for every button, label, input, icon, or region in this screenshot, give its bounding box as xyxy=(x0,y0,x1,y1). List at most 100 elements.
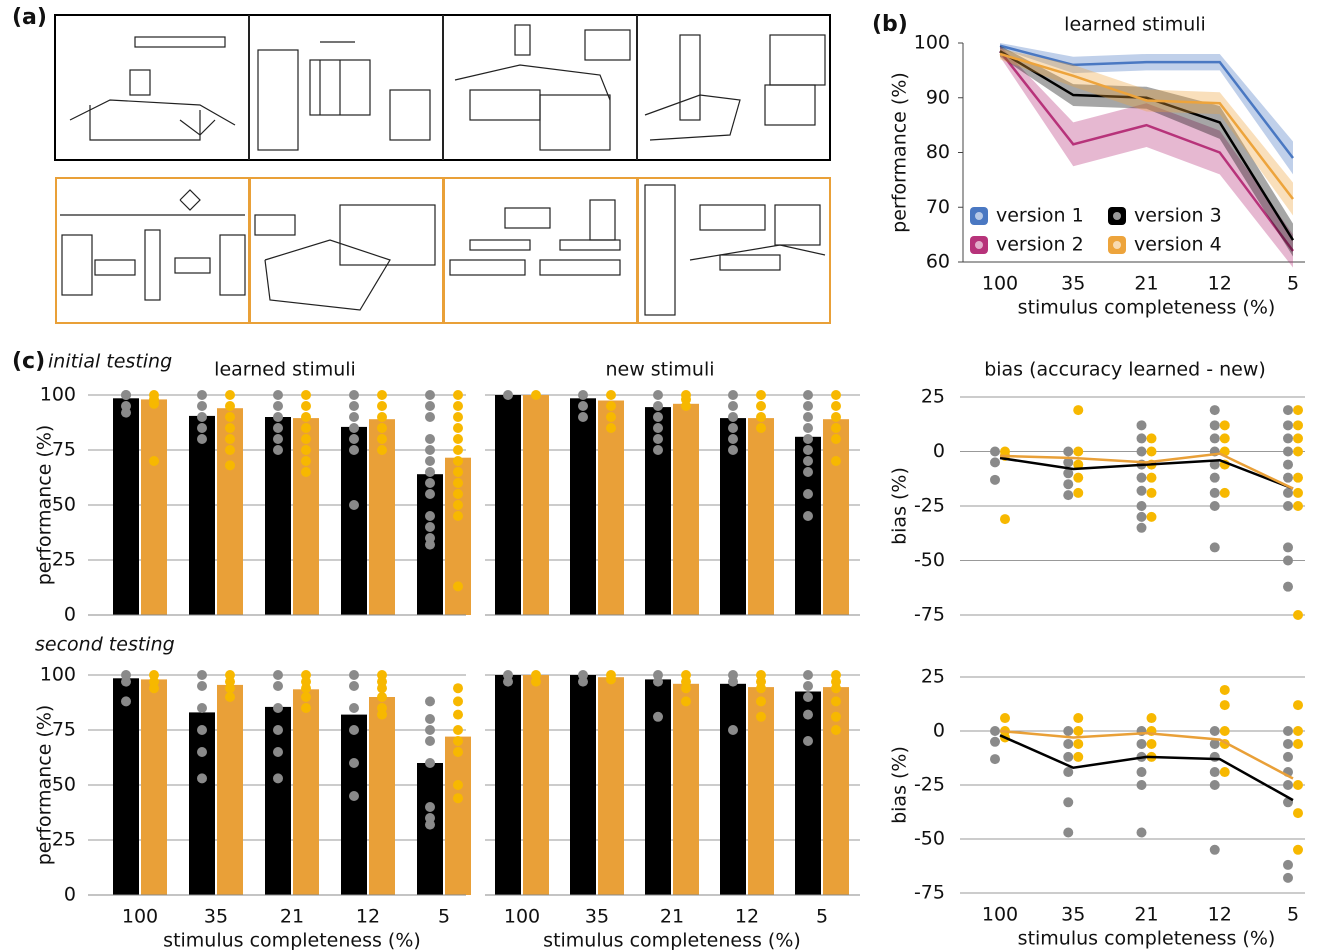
data-point xyxy=(803,489,813,499)
data-point xyxy=(377,710,387,720)
x-tick-label: 35 xyxy=(204,906,228,928)
data-point xyxy=(831,696,841,706)
data-point xyxy=(349,758,359,768)
data-point xyxy=(1283,860,1293,870)
data-point xyxy=(377,423,387,433)
data-point xyxy=(453,511,463,521)
data-point xyxy=(803,710,813,720)
data-point xyxy=(1137,828,1147,838)
y-tick-label: 80 xyxy=(926,141,950,163)
data-point xyxy=(301,434,311,444)
data-point xyxy=(301,390,311,400)
data-point xyxy=(1073,488,1083,498)
x-tick-label: 100 xyxy=(982,273,1018,295)
data-point xyxy=(273,703,283,713)
data-point xyxy=(1210,767,1220,777)
y-tick-label: 25 xyxy=(921,666,945,688)
data-point xyxy=(377,412,387,422)
data-point xyxy=(1137,473,1147,483)
data-point xyxy=(1293,433,1303,443)
bar xyxy=(645,679,671,895)
data-point xyxy=(425,758,435,768)
data-point xyxy=(425,820,435,830)
data-point xyxy=(425,434,435,444)
y-tick-label: -25 xyxy=(914,495,945,517)
data-point xyxy=(197,390,207,400)
data-point xyxy=(653,445,663,455)
data-point xyxy=(990,457,1000,467)
data-point xyxy=(756,423,766,433)
data-point xyxy=(653,390,663,400)
data-point xyxy=(756,412,766,422)
data-point xyxy=(756,696,766,706)
data-point xyxy=(453,725,463,735)
data-point xyxy=(301,456,311,466)
data-point xyxy=(653,434,663,444)
data-point xyxy=(803,456,813,466)
data-point xyxy=(453,434,463,444)
data-point xyxy=(803,692,813,702)
data-point xyxy=(1293,473,1303,483)
data-point xyxy=(503,390,513,400)
data-point xyxy=(578,412,588,422)
data-point xyxy=(653,412,663,422)
data-point xyxy=(197,747,207,757)
data-point xyxy=(453,780,463,790)
data-point xyxy=(1063,726,1073,736)
data-point xyxy=(1283,420,1293,430)
data-point xyxy=(1293,610,1303,620)
bar xyxy=(113,398,139,615)
data-point xyxy=(453,401,463,411)
data-point xyxy=(990,754,1000,764)
data-point xyxy=(728,677,738,687)
data-point xyxy=(503,677,513,687)
data-point xyxy=(1220,433,1230,443)
data-point xyxy=(1283,752,1293,762)
data-point xyxy=(425,696,435,706)
data-point xyxy=(1073,405,1083,415)
y-tick-label: 0 xyxy=(933,440,945,462)
data-point xyxy=(578,677,588,687)
data-point xyxy=(349,412,359,422)
data-point xyxy=(1210,780,1220,790)
data-point xyxy=(1073,447,1083,457)
bar xyxy=(495,395,521,615)
data-point xyxy=(1137,433,1147,443)
bar xyxy=(673,404,699,615)
data-point xyxy=(425,478,435,488)
data-point xyxy=(301,703,311,713)
data-point xyxy=(728,423,738,433)
legend-label: version 2 xyxy=(996,234,1084,256)
data-point xyxy=(301,401,311,411)
data-point xyxy=(756,712,766,722)
data-point xyxy=(1147,488,1157,498)
data-point xyxy=(1220,685,1230,695)
bar xyxy=(598,677,624,895)
bar xyxy=(341,427,367,615)
data-point xyxy=(121,408,131,418)
data-point xyxy=(578,390,588,400)
legend-dot xyxy=(975,212,983,220)
data-point xyxy=(121,390,131,400)
data-point xyxy=(1063,752,1073,762)
data-point xyxy=(1073,739,1083,749)
x-axis-label: stimulus completeness (%) xyxy=(1018,928,1276,950)
data-point xyxy=(756,683,766,693)
legend-dot xyxy=(1113,241,1121,249)
data-point xyxy=(377,683,387,693)
data-point xyxy=(653,712,663,722)
data-point xyxy=(425,467,435,477)
legend-label: version 4 xyxy=(1134,234,1222,256)
data-point xyxy=(1210,845,1220,855)
y-tick-label: 70 xyxy=(926,196,950,218)
data-point xyxy=(453,581,463,591)
data-point xyxy=(1293,501,1303,511)
y-tick-label: 50 xyxy=(52,774,76,796)
data-point xyxy=(1210,726,1220,736)
data-point xyxy=(121,696,131,706)
x-axis-label: stimulus completeness (%) xyxy=(163,930,421,950)
data-point xyxy=(1283,556,1293,566)
data-point xyxy=(425,456,435,466)
data-point xyxy=(453,747,463,757)
data-point xyxy=(1283,739,1293,749)
